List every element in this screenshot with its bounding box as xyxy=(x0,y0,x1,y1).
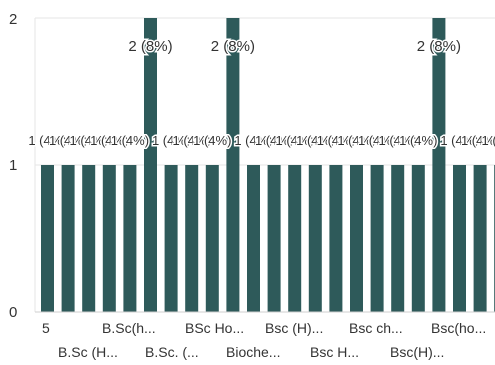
data-label: 2 (8%) xyxy=(128,38,172,55)
y-tick-label: 1 xyxy=(9,157,17,174)
data-label: 1 (4%) xyxy=(358,133,396,148)
bar[interactable] xyxy=(102,165,116,312)
bar[interactable] xyxy=(350,165,363,312)
x-tick-label: B.Sc(h... xyxy=(102,320,156,336)
data-label: 1 (4%) xyxy=(337,133,375,148)
data-label: 1 (4%) xyxy=(317,133,355,148)
bar[interactable] xyxy=(185,165,199,312)
x-tick-label: Bsc ch... xyxy=(349,320,403,336)
data-label: 1 (4%) xyxy=(70,133,108,148)
bar[interactable] xyxy=(123,165,137,312)
x-tick-label: Bioche... xyxy=(226,344,280,360)
y-tick-label: 0 xyxy=(9,304,17,321)
bar[interactable] xyxy=(308,165,322,312)
y-tick-label: 2 xyxy=(9,11,17,28)
x-tick-label: Bsc(ho... xyxy=(431,320,486,336)
data-label: 1 (4%) xyxy=(152,133,190,148)
bar-layer xyxy=(41,18,495,312)
data-label: 1 (4%) xyxy=(193,133,231,148)
data-label: 2 (8%) xyxy=(211,38,255,55)
bar[interactable] xyxy=(288,165,302,312)
bar[interactable] xyxy=(226,18,240,312)
bar[interactable] xyxy=(453,165,466,312)
x-tick-label: BSc Ho... xyxy=(185,320,244,336)
data-label: 1 (4%) xyxy=(276,133,314,148)
bar[interactable] xyxy=(247,165,260,312)
bar[interactable] xyxy=(473,165,487,312)
bar[interactable] xyxy=(267,165,281,312)
axis-layer: 0 1 2 5 B.Sc (H... B.Sc(h... B.Sc. (... BSc Ho.… xyxy=(9,11,495,360)
data-label: 1 (4%) xyxy=(399,133,437,148)
data-label: 1 (4%) xyxy=(440,133,478,148)
x-tick-label: Bsc H... xyxy=(310,344,359,360)
x-tick-label: Bsc(H)... xyxy=(390,344,444,360)
bar[interactable] xyxy=(82,165,96,312)
data-label: 1 (4%) xyxy=(173,133,211,148)
data-label: 2 (8%) xyxy=(417,38,461,55)
bar[interactable] xyxy=(41,165,54,312)
data-label: 1 (4%) xyxy=(461,133,495,148)
x-tick-label: Bsc (H)... xyxy=(265,320,323,336)
bar[interactable] xyxy=(144,18,157,312)
bar[interactable] xyxy=(411,165,425,312)
bar[interactable] xyxy=(432,18,446,312)
bar[interactable] xyxy=(61,165,75,312)
bar[interactable] xyxy=(329,165,343,312)
data-label: 1 (4%) xyxy=(296,133,334,148)
x-tick-label: 5 xyxy=(42,320,50,336)
x-tick-label: B.Sc. (... xyxy=(145,344,199,360)
data-label: 1 (4%) xyxy=(111,133,149,148)
data-label: 1 (4%) xyxy=(482,133,495,148)
data-label: 1 (4%) xyxy=(255,133,293,148)
data-label: 1 (4%) xyxy=(90,133,128,148)
x-tick-label: B.Sc (H... xyxy=(58,344,118,360)
data-label: 1 (4%) xyxy=(49,133,87,148)
bar[interactable] xyxy=(164,165,178,312)
bar[interactable] xyxy=(205,165,219,312)
bar[interactable] xyxy=(391,165,405,312)
data-label: 1 (4%) xyxy=(234,133,272,148)
bar[interactable] xyxy=(370,165,384,312)
label-layer: 1 (4%)1 (4%)1 (4%)1 (4%)1 (4%)2 (8%)1 (4… xyxy=(27,37,495,150)
data-label: 1 (4%) xyxy=(379,133,417,148)
data-label: 1 (4%) xyxy=(28,133,66,148)
